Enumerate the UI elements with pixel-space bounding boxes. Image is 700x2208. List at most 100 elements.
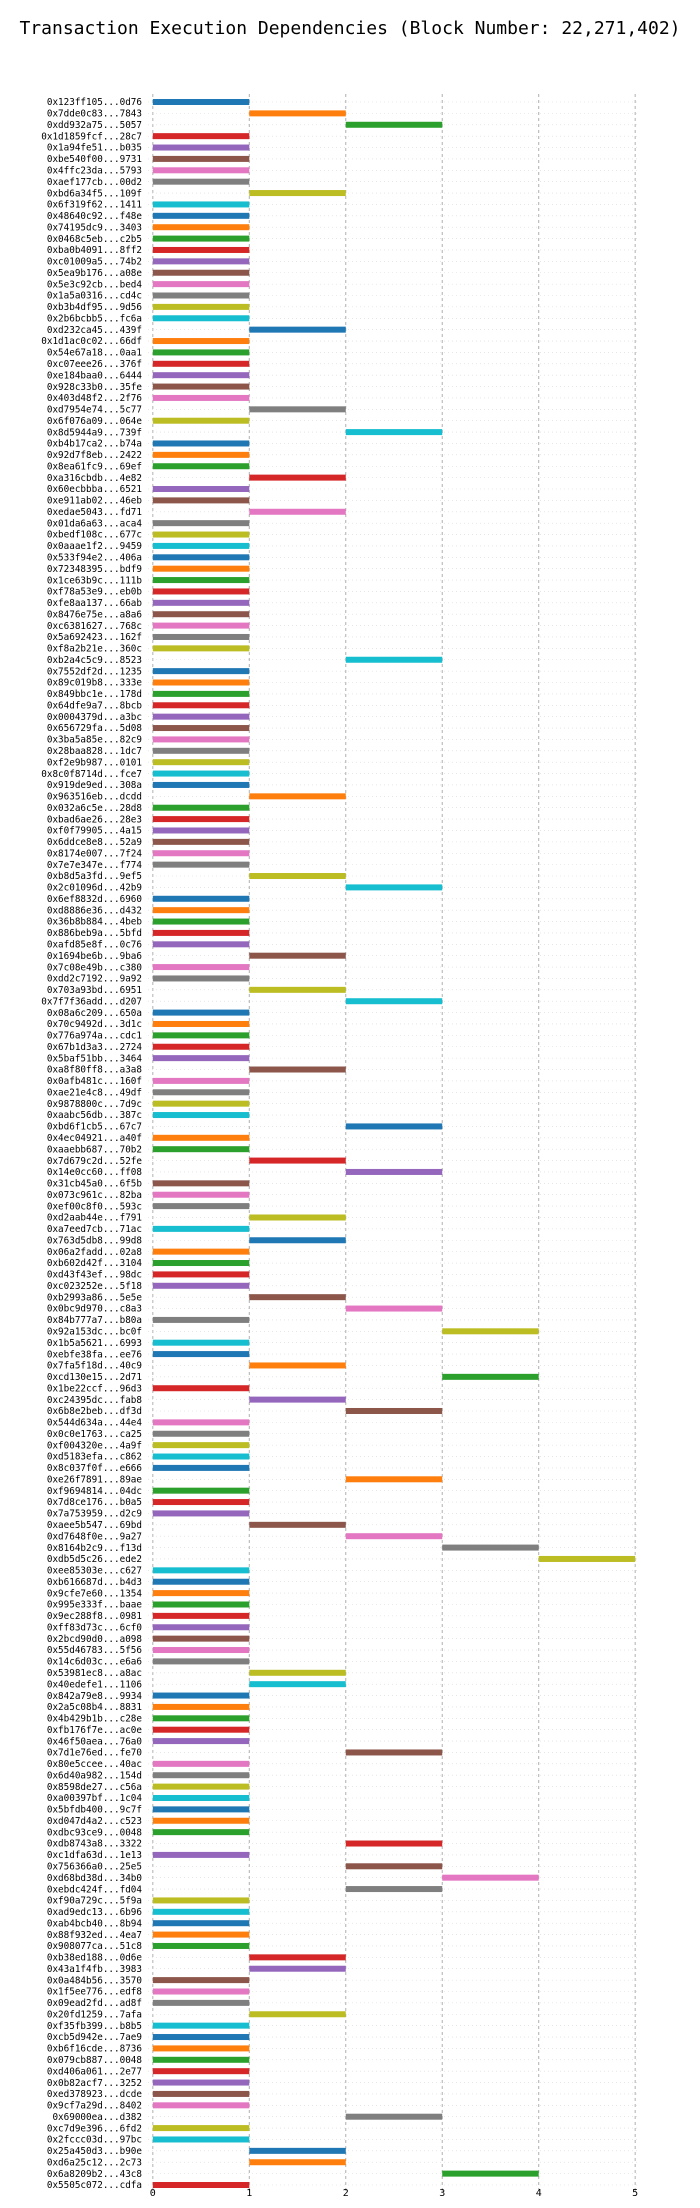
transaction-bar <box>152 1077 250 1084</box>
transaction-hash-label: 0x70c9492d...3d1c <box>47 1019 142 1030</box>
transaction-bar <box>152 133 250 140</box>
transaction-bar <box>152 725 250 732</box>
transaction-hash-label: 0x1be22ccf...96d3 <box>47 1383 142 1394</box>
transaction-bar <box>152 440 250 447</box>
transaction-hash-label: 0x703a93bd...6951 <box>47 985 142 996</box>
transaction-bar <box>152 2090 250 2097</box>
grid-lines <box>148 94 640 2191</box>
transaction-hash-label: 0x4ffc23da...5793 <box>47 165 142 176</box>
transaction-bar <box>152 178 250 185</box>
transaction-bar <box>152 804 250 811</box>
transaction-bar <box>249 1669 346 1676</box>
transaction-bar <box>152 565 250 572</box>
transaction-hash-label: 0xa8f80ff8...a3a8 <box>47 1065 142 1076</box>
transaction-bar <box>249 873 346 880</box>
transaction-hash-label: 0xfe8aa137...66ab <box>47 598 143 609</box>
transaction-hash-label: 0x995e333f...baae <box>47 1600 143 1611</box>
transaction-hash-label: 0xc023252e...5f18 <box>47 1281 142 1292</box>
transaction-bar <box>152 235 250 242</box>
transaction-hash-label: 0xebdc424f...fd04 <box>47 1884 143 1895</box>
transaction-hash-label: 0xf2e9b987...0101 <box>47 757 142 768</box>
transaction-hash-label: 0x54e67a18...0aa1 <box>47 348 142 359</box>
transaction-hash-label: 0xedae5043...fd71 <box>47 507 142 518</box>
transaction-bar <box>152 1601 250 1608</box>
transaction-bar <box>152 542 250 549</box>
transaction-hash-label: 0xd8886e36...d432 <box>47 905 142 916</box>
transaction-bar <box>152 736 250 743</box>
transaction-bar <box>345 998 443 1005</box>
transaction-bar <box>152 1442 250 1449</box>
transaction-hash-label: 0x2fccc03d...97bc <box>47 2135 142 2146</box>
x-axis-ticks: 0 1 2 3 4 5 <box>150 2188 638 2199</box>
transaction-hash-label: 0x2b6bcbb5...fc6a <box>47 313 142 324</box>
transaction-hash-label: 0x9878800c...7d9c <box>47 1099 142 1110</box>
transaction-hash-label: 0x5e3c92cb...bed4 <box>47 279 143 290</box>
transaction-hash-label: 0x8174e007...7f24 <box>47 848 143 859</box>
transaction-hash-label: 0x53981ec8...a8ac <box>47 1668 142 1679</box>
transaction-hash-label: 0x1ce63b9c...111b <box>47 575 143 586</box>
transaction-hash-label: 0x55d46783...5f56 <box>47 1645 142 1656</box>
bars <box>152 99 636 2188</box>
transaction-hash-label: 0x92d7f8eb...2422 <box>47 450 142 461</box>
transaction-hash-label: 0x01da6a63...aca4 <box>47 518 143 529</box>
transaction-bar <box>152 1908 250 1915</box>
transaction-bar <box>152 1635 250 1642</box>
transaction-hash-label: 0x1d1ac0c02...66df <box>41 336 142 347</box>
transaction-bar <box>152 531 250 538</box>
transaction-hash-label: 0x1d1859fcf...28c7 <box>41 131 142 142</box>
transaction-bar <box>152 1510 250 1517</box>
transaction-hash-label: 0xf35fb399...b8b5 <box>47 2021 142 2032</box>
transaction-bar <box>152 1112 250 1119</box>
transaction-hash-label: 0x20fd1259...7afa <box>47 2009 142 2020</box>
transaction-bar <box>345 1407 443 1414</box>
transaction-bar <box>152 679 250 686</box>
transaction-bar <box>152 1612 250 1619</box>
transaction-bar <box>152 1248 250 1255</box>
x-tick-label: 4 <box>536 2188 542 2199</box>
transaction-hash-label: 0x6a8209b2...43c8 <box>47 2169 142 2180</box>
transaction-hash-label: 0x46f50aea...76a0 <box>47 1736 142 1747</box>
transaction-bar <box>152 1692 250 1699</box>
transaction-bar <box>249 2011 346 2018</box>
transaction-hash-label: 0xbd6a34f5...109f <box>47 188 142 199</box>
transaction-hash-label: 0xb602d42f...3104 <box>47 1258 143 1269</box>
transaction-hash-label: 0x67b1d3a3...2724 <box>47 1042 143 1053</box>
transaction-bar <box>152 747 250 754</box>
transaction-hash-label: 0x48640c92...f48e <box>47 211 143 222</box>
transaction-hash-label: 0xbe540f00...9731 <box>47 154 142 165</box>
transaction-hash-label: 0x9ec288f8...0981 <box>47 1611 142 1622</box>
transaction-bar <box>152 520 250 527</box>
transaction-hash-label: 0xed378923...dcde <box>47 2089 143 2100</box>
transaction-bar <box>152 1146 250 1153</box>
transaction-hash-label: 0x8598de27...c56a <box>47 1782 142 1793</box>
transaction-hash-label: 0x2bcd90d0...a098 <box>47 1634 142 1645</box>
transaction-bar <box>442 1874 539 1881</box>
transaction-hash-label: 0xdb5d5c26...ede2 <box>47 1554 142 1565</box>
transaction-bar <box>249 1954 346 1961</box>
transaction-hash-label: 0x3ba5a85e...82c9 <box>47 735 142 746</box>
transaction-hash-label: 0xd6a25c12...2c73 <box>47 2157 142 2168</box>
transaction-hash-label: 0x6f076a09...064e <box>47 416 143 427</box>
transaction-hash-label: 0xd232ca45...439f <box>47 325 142 336</box>
transaction-bar <box>152 451 250 458</box>
transaction-hash-label: 0x14e0cc60...ff08 <box>47 1167 142 1178</box>
x-tick-label: 3 <box>439 2188 445 2199</box>
transaction-bar <box>152 2125 250 2132</box>
transaction-bar <box>249 474 346 481</box>
transaction-hash-label: 0x74195dc9...3403 <box>47 222 142 233</box>
transaction-hash-label: 0xaee5b547...69bd <box>47 1520 142 1531</box>
transaction-hash-label: 0xc6381627...768c <box>47 621 142 632</box>
transaction-hash-label: 0x09ead2fd...ad8f <box>47 1998 142 2009</box>
transaction-hash-label: 0xdd2c7192...9a92 <box>47 974 142 985</box>
transaction-hash-label: 0x8164b2c9...f13d <box>47 1543 142 1554</box>
transaction-hash-label: 0x8d5944a9...739f <box>47 427 142 438</box>
transaction-bar <box>249 1965 346 1972</box>
transaction-bar <box>152 1647 250 1654</box>
transaction-bar <box>152 1430 250 1437</box>
transaction-hash-label: 0xef00c8f0...593c <box>47 1201 142 1212</box>
transaction-hash-label: 0xae21e4c8...49df <box>47 1087 142 1098</box>
transaction-bar <box>152 838 250 845</box>
transaction-hash-label: 0x25a450d3...b90e <box>47 2146 143 2157</box>
transaction-bar <box>152 941 250 948</box>
transaction-hash-label: 0x6ef8832d...6960 <box>47 894 142 905</box>
